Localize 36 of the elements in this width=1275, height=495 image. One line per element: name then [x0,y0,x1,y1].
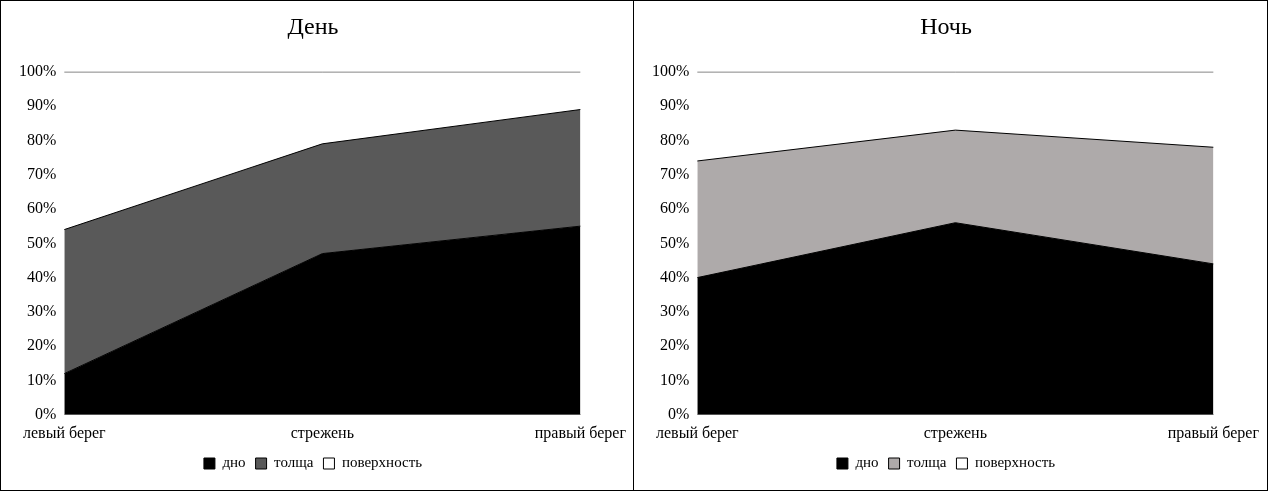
legend-label: толща [907,454,947,471]
y-tick-label: 0% [668,405,690,422]
y-tick-label: 70% [660,164,690,182]
y-tick-label: 80% [27,130,57,148]
x-tick-label: стрежень [923,423,987,442]
y-tick-label: 20% [27,336,57,354]
y-tick-label: 90% [660,96,690,114]
chart-title: Ночь [920,12,972,39]
y-tick-label: 100% [652,62,690,79]
y-tick-label: 60% [660,199,690,217]
y-tick-label: 10% [27,370,57,388]
y-tick-label: 30% [27,302,57,320]
y-tick-label: 10% [660,370,690,388]
chart-title: День [287,12,339,39]
x-tick-label: левый берег [23,423,107,442]
y-tick-label: 100% [19,62,57,79]
y-tick-label: 50% [27,233,57,251]
y-tick-label: 70% [27,164,57,182]
y-tick-label: 60% [27,199,57,217]
legend-label: дно [855,454,879,471]
legend-label: дно [222,454,246,471]
legend-label: поверхность [974,454,1056,471]
y-tick-label: 40% [660,267,690,285]
x-tick-label: правый берег [1167,423,1260,442]
y-tick-label: 30% [660,302,690,320]
y-tick-label: 40% [27,267,57,285]
legend-label: толща [274,454,314,471]
y-tick-label: 80% [660,130,690,148]
y-tick-label: 0% [35,405,57,422]
x-tick-label: правый берег [534,423,627,442]
y-tick-label: 50% [660,233,690,251]
x-tick-label: стрежень [290,423,354,442]
legend-label: поверхность [341,454,423,471]
y-tick-label: 90% [27,96,57,114]
x-tick-label: левый берег [656,423,740,442]
y-tick-label: 20% [660,336,690,354]
